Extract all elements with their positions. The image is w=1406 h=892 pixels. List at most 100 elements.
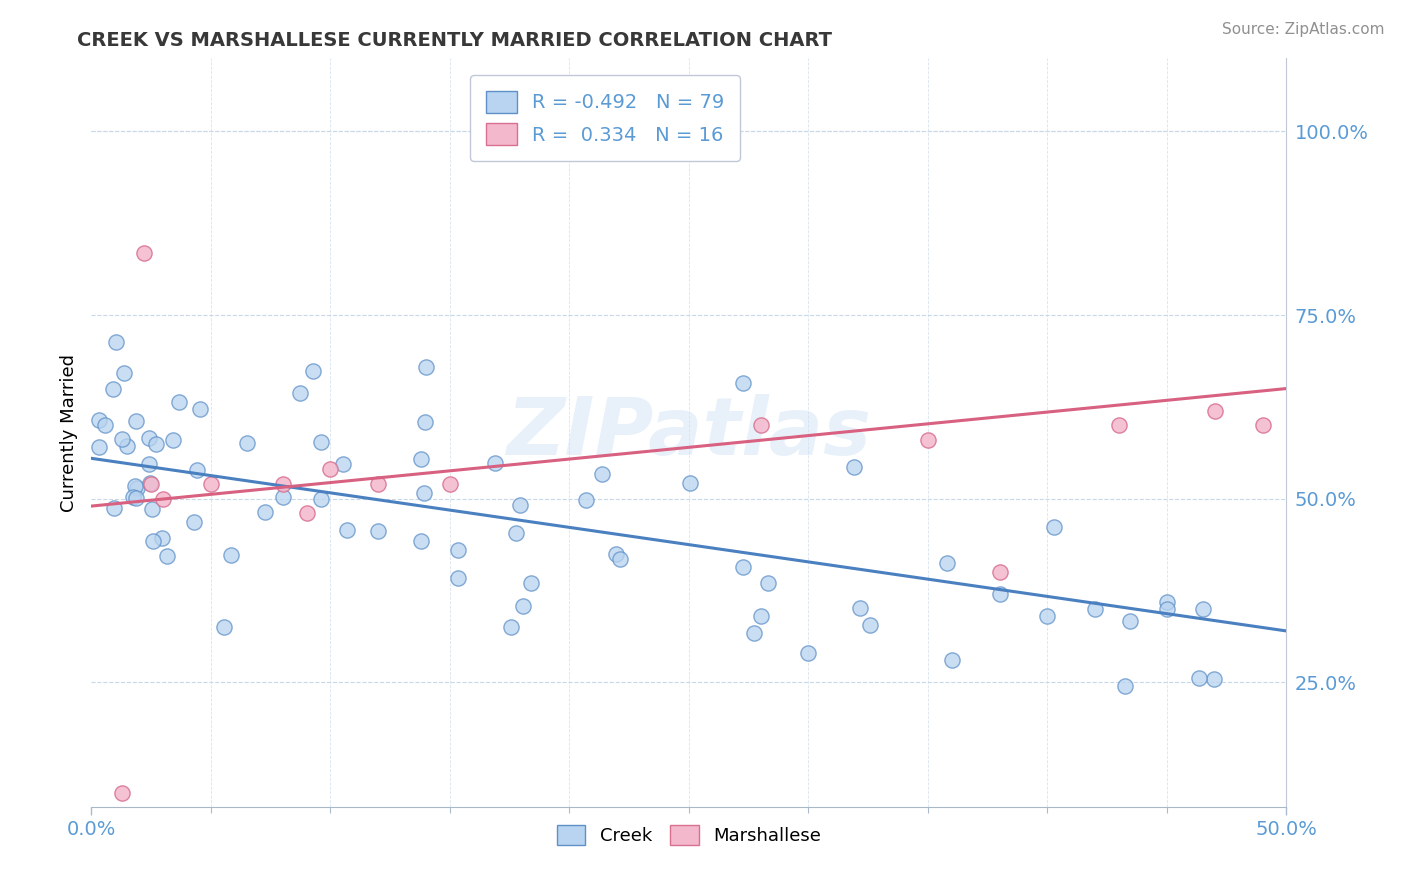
Point bbox=[212, 620, 235, 634]
Point bbox=[733, 560, 755, 574]
Text: ZIPatlas: ZIPatlas bbox=[506, 393, 872, 472]
Point bbox=[575, 492, 598, 507]
Point bbox=[1156, 594, 1178, 608]
Point bbox=[439, 477, 461, 491]
Point bbox=[125, 414, 148, 428]
Point bbox=[105, 335, 128, 350]
Point bbox=[1251, 418, 1274, 433]
Point bbox=[117, 439, 139, 453]
Point bbox=[87, 440, 110, 454]
Point bbox=[1114, 679, 1136, 693]
Point bbox=[141, 502, 163, 516]
Point bbox=[132, 245, 155, 260]
Point bbox=[1084, 602, 1107, 616]
Point bbox=[797, 646, 820, 660]
Point bbox=[145, 437, 167, 451]
Point bbox=[152, 491, 174, 506]
Point bbox=[941, 653, 963, 667]
Point bbox=[124, 479, 146, 493]
Point bbox=[1204, 403, 1226, 417]
Point bbox=[142, 533, 165, 548]
Point bbox=[290, 386, 312, 401]
Point bbox=[367, 524, 389, 539]
Point bbox=[749, 609, 772, 624]
Point bbox=[1042, 519, 1064, 533]
Point bbox=[1192, 602, 1215, 616]
Point bbox=[935, 557, 957, 571]
Point bbox=[111, 786, 134, 800]
Y-axis label: Currently Married: Currently Married bbox=[59, 353, 77, 512]
Point bbox=[103, 383, 125, 397]
Point bbox=[302, 364, 325, 378]
Point bbox=[917, 433, 939, 447]
Point bbox=[842, 459, 865, 474]
Point bbox=[167, 394, 190, 409]
Point bbox=[605, 547, 627, 561]
Point bbox=[127, 481, 149, 495]
Point bbox=[156, 549, 179, 563]
Point bbox=[519, 576, 541, 591]
Point bbox=[254, 506, 277, 520]
Point bbox=[411, 534, 433, 549]
Point bbox=[731, 376, 754, 390]
Point bbox=[1188, 671, 1211, 685]
Point bbox=[309, 491, 332, 506]
Point bbox=[186, 463, 208, 477]
Point bbox=[849, 600, 872, 615]
Point bbox=[183, 515, 205, 529]
Point bbox=[150, 531, 173, 545]
Point bbox=[413, 485, 436, 500]
Point bbox=[1119, 614, 1142, 628]
Point bbox=[679, 475, 702, 490]
Point bbox=[988, 587, 1011, 601]
Point bbox=[591, 467, 613, 482]
Point bbox=[609, 552, 631, 566]
Point bbox=[446, 542, 468, 557]
Point bbox=[200, 477, 222, 491]
Point bbox=[139, 476, 162, 491]
Point bbox=[295, 507, 318, 521]
Point bbox=[1156, 602, 1178, 616]
Point bbox=[409, 451, 432, 466]
Point bbox=[124, 491, 146, 505]
Point bbox=[742, 626, 765, 640]
Point bbox=[332, 457, 354, 471]
Point bbox=[501, 620, 523, 634]
Point bbox=[1202, 672, 1225, 686]
Point bbox=[188, 401, 211, 416]
Point bbox=[271, 477, 294, 491]
Point bbox=[415, 359, 437, 374]
Point bbox=[87, 413, 110, 427]
Point bbox=[162, 433, 184, 447]
Point bbox=[749, 418, 772, 433]
Point bbox=[309, 434, 332, 449]
Point bbox=[112, 367, 135, 381]
Point bbox=[138, 431, 160, 445]
Point bbox=[236, 436, 259, 450]
Point bbox=[413, 415, 436, 429]
Point bbox=[512, 599, 534, 613]
Point bbox=[484, 456, 506, 470]
Point bbox=[367, 477, 389, 491]
Point bbox=[859, 618, 882, 632]
Text: CREEK VS MARSHALLESE CURRENTLY MARRIED CORRELATION CHART: CREEK VS MARSHALLESE CURRENTLY MARRIED C… bbox=[77, 31, 832, 50]
Point bbox=[103, 500, 125, 515]
Point bbox=[509, 498, 531, 512]
Point bbox=[336, 523, 359, 537]
Point bbox=[221, 548, 243, 562]
Point bbox=[138, 458, 160, 472]
Point bbox=[111, 432, 134, 446]
Text: Source: ZipAtlas.com: Source: ZipAtlas.com bbox=[1222, 22, 1385, 37]
Point bbox=[756, 576, 779, 591]
Point bbox=[1036, 609, 1059, 624]
Point bbox=[141, 477, 162, 491]
Point bbox=[271, 490, 294, 504]
Point bbox=[94, 417, 117, 432]
Legend: Creek, Marshallese: Creek, Marshallese bbox=[547, 815, 831, 855]
Point bbox=[319, 462, 342, 476]
Point bbox=[122, 490, 145, 504]
Point bbox=[988, 565, 1011, 579]
Point bbox=[505, 525, 527, 540]
Point bbox=[1108, 418, 1130, 433]
Point bbox=[447, 571, 470, 585]
